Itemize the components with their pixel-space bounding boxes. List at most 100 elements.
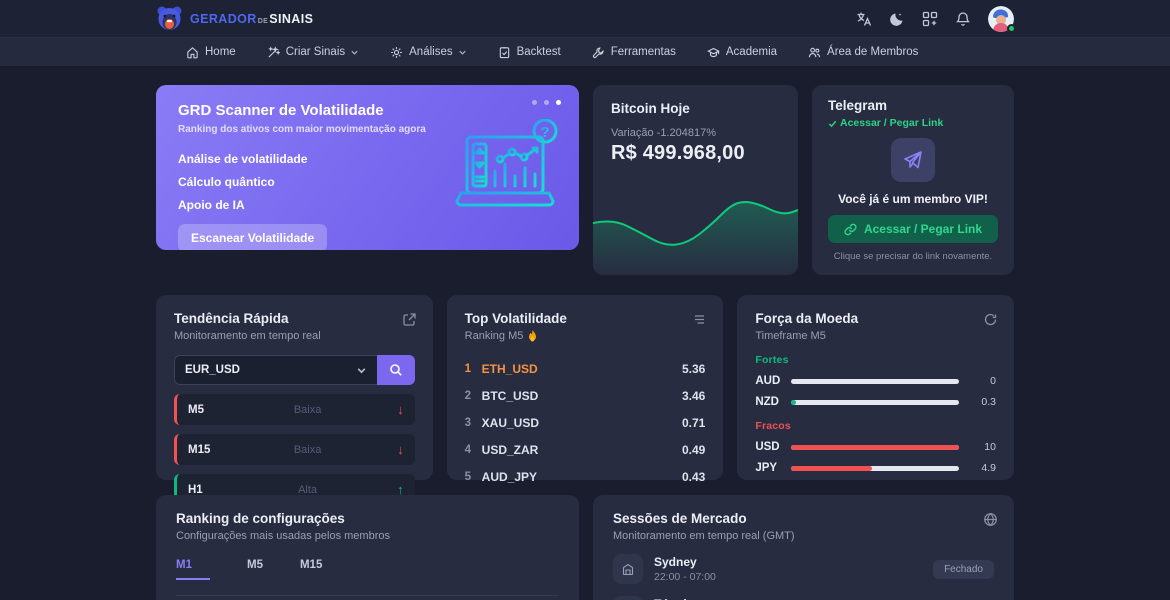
trend-down-arrow-icon: ↓ <box>397 402 404 417</box>
nav-item-academia[interactable]: Academia <box>707 46 777 59</box>
volatility-row[interactable]: 2 BTC_USD 3.46 <box>465 382 706 409</box>
quick-trend-title: Tendência Rápida <box>174 311 289 326</box>
telegram-access-button[interactable]: Acessar / Pegar Link <box>828 215 998 243</box>
globe-icon[interactable] <box>983 512 998 527</box>
list-icon[interactable] <box>692 312 707 327</box>
strength-value: 0 <box>990 375 996 387</box>
volatility-rank: 5 <box>464 470 472 483</box>
trend-direction: Baixa <box>293 403 322 416</box>
session-row-sydney[interactable]: Sydney 22:00 - 07:00 Fechado <box>613 554 994 584</box>
tab-m1[interactable]: M1 <box>176 559 210 580</box>
fire-icon <box>529 330 537 342</box>
wrench-icon <box>592 46 604 58</box>
user-avatar[interactable] <box>988 5 1016 33</box>
hero-card-grd-scanner: GRD Scanner de Volatilidade Ranking dos … <box>156 85 579 250</box>
dark-mode-icon[interactable] <box>889 11 905 27</box>
volatility-pair: ETH_USD <box>481 361 538 376</box>
hero-feature: Cálculo quântico <box>178 175 275 189</box>
refresh-icon[interactable] <box>983 312 998 327</box>
apps-grid-icon[interactable] <box>922 11 938 27</box>
chevron-down-icon <box>351 50 358 55</box>
nav-item-home[interactable]: Home <box>186 46 236 59</box>
strength-bar-track <box>791 378 959 384</box>
brand-logo[interactable]: GERADORDESINAIS <box>156 5 313 32</box>
config-ranking-title: Ranking de configurações <box>176 511 345 526</box>
nav-item-area-de-membros[interactable]: Área de Membros <box>808 46 918 59</box>
trend-row-m15[interactable]: M15 Baixa ↓ <box>174 434 415 465</box>
trend-direction: Alta <box>298 483 318 496</box>
volatility-row[interactable]: 4 USD_ZAR 0.49 <box>465 436 706 463</box>
telegram-title: Telegram <box>828 98 888 113</box>
nav-item-ferramentas[interactable]: Ferramentas <box>592 46 676 59</box>
volatility-value: 3.46 <box>681 388 706 403</box>
check-icon <box>828 120 837 127</box>
translate-icon[interactable] <box>856 11 872 27</box>
scan-volatility-button[interactable]: Escanear Volatilidade <box>178 224 328 250</box>
tab-m15[interactable]: M15 <box>299 559 323 571</box>
main-content: GRD Scanner de Volatilidade Ranking dos … <box>140 66 1030 600</box>
config-ranking-card: Ranking de configurações Configurações m… <box>156 495 579 600</box>
telegram-footnote: Clique se precisar do link novamente. <box>833 251 993 262</box>
notifications-bell-icon[interactable] <box>955 11 971 27</box>
chevron-down-icon <box>357 367 366 373</box>
clipboard-check-icon <box>499 46 509 58</box>
timeframe-tabs: M1 M5 M15 <box>176 559 559 580</box>
nav-label: Área de Membros <box>827 46 919 58</box>
volatility-rank: 4 <box>464 443 472 456</box>
nav-label: Home <box>205 46 236 58</box>
volatility-pair: USD_ZAR <box>481 442 539 457</box>
trend-timeframe: M15 <box>188 443 211 456</box>
session-city: Sydney <box>654 555 697 569</box>
carousel-dot[interactable] <box>544 100 549 105</box>
pair-select[interactable]: EUR_USD <box>174 355 377 385</box>
members-icon <box>808 47 821 57</box>
nav-item-analises[interactable]: Análises <box>390 46 466 59</box>
trend-row-m5[interactable]: M5 Baixa ↓ <box>174 394 415 425</box>
carousel-dot[interactable] <box>532 100 537 105</box>
volatility-row[interactable]: 1 ETH_USD 5.36 <box>465 355 706 382</box>
telegram-plane-tile[interactable] <box>891 138 935 182</box>
strength-bar-track <box>791 399 959 405</box>
search-button[interactable] <box>376 355 415 385</box>
strong-group-label: Fortes <box>755 354 789 366</box>
telegram-link-status[interactable]: Acessar / Pegar Link <box>828 117 998 129</box>
bitcoin-sparkline-chart <box>593 201 798 275</box>
session-row-tokyo[interactable]: Tóquio 00:00 - 09:00 Fechado <box>613 596 994 600</box>
volatility-row[interactable]: 3 XAU_USD 0.71 <box>465 409 706 436</box>
currency-label: JPY <box>755 462 778 474</box>
market-sessions-title: Sessões de Mercado <box>613 511 747 526</box>
nav-label: Análises <box>409 46 453 58</box>
strength-bar-fill <box>791 465 872 471</box>
trend-direction: Baixa <box>293 443 322 456</box>
session-status-badge: Fechado <box>933 559 994 579</box>
home-icon <box>187 46 198 58</box>
strength-bar-row: USD 10 <box>755 441 996 453</box>
nav-item-backtest[interactable]: Backtest <box>498 46 561 59</box>
quick-trend-subtitle: Monitoramento em tempo real <box>174 330 321 342</box>
tab-m5[interactable]: M5 <box>246 559 263 571</box>
volatility-row[interactable]: 5 AUD_JPY 0.43 <box>465 463 706 490</box>
top-header: GERADORDESINAIS <box>0 0 1170 37</box>
volatility-rank: 1 <box>464 362 472 375</box>
bitcoin-variation: Variação -1.204817% <box>611 127 716 139</box>
quick-trend-card: Tendência Rápida Monitoramento em tempo … <box>156 295 433 505</box>
telegram-link-label: Acessar / Pegar Link <box>840 117 944 129</box>
hero-feature: Análise de volatilidade <box>178 152 308 166</box>
external-link-icon[interactable] <box>402 312 417 327</box>
nav-item-criar-sinais[interactable]: Criar Sinais <box>267 45 359 59</box>
bitcoin-price: R$ 499.968,00 <box>611 142 745 164</box>
gate-icon <box>613 596 643 600</box>
volatility-pair: AUD_JPY <box>481 469 538 484</box>
trend-down-arrow-icon: ↓ <box>397 442 404 457</box>
strength-bar-fill <box>791 444 959 450</box>
telegram-card: Telegram Acessar / Pegar Link Você já é … <box>812 85 1014 275</box>
strength-value: 0.3 <box>981 396 996 408</box>
carousel-dot-active[interactable] <box>556 100 561 105</box>
search-icon <box>389 364 402 376</box>
trend-timeframe: H1 <box>188 483 203 496</box>
hero-title: GRD Scanner de Volatilidade <box>178 102 384 119</box>
nav-label: Backtest <box>516 46 561 58</box>
currency-strength-subtitle: Timeframe M5 <box>755 330 826 342</box>
volatility-rank: 3 <box>464 416 472 429</box>
currency-label: AUD <box>755 375 781 387</box>
